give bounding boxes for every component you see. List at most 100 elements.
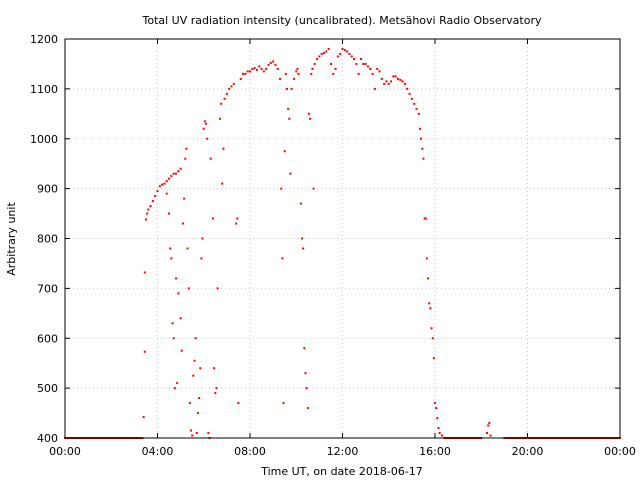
data-point [203,120,206,123]
data-point [223,97,226,100]
data-point [228,87,231,90]
data-point [487,424,490,427]
data-point [142,416,145,419]
data-point [165,180,168,183]
data-point [401,80,404,83]
data-point [235,222,238,225]
data-point [179,317,182,320]
data-point [237,402,240,405]
data-point [232,82,235,85]
data-point [310,72,313,75]
data-point [220,102,223,105]
data-point [158,185,161,188]
x-tick-label: 00:00 [49,445,81,458]
data-point [149,205,152,208]
data-point [284,72,287,75]
data-point [187,287,190,290]
data-point [380,77,383,80]
data-point [383,82,386,85]
data-point [201,237,204,240]
data-point [440,434,443,437]
data-point [194,337,197,340]
data-point [179,167,182,170]
data-point [161,183,164,186]
data-point [171,322,174,325]
data-point [154,195,157,198]
data-point [422,157,425,160]
data-point [297,72,300,75]
data-point [301,237,304,240]
data-point [489,434,492,437]
data-point [434,402,436,405]
y-axis-label: Arbitrary unit [5,202,18,276]
data-point [311,67,314,70]
data-point [364,62,367,65]
data-point [334,67,337,70]
data-point [143,350,146,353]
data-point [262,70,265,73]
data-point [343,48,346,51]
data-point [355,62,358,65]
data-point [406,87,409,90]
data-point [353,57,356,60]
data-point [265,67,268,70]
data-point [172,337,175,340]
plot-frame [64,38,621,439]
data-point [144,218,147,221]
data-point [177,170,180,173]
data-point [438,432,441,435]
data-point [205,122,208,125]
data-point [168,177,171,180]
data-point [163,182,166,185]
data-point [143,271,146,274]
data-point [193,359,196,362]
grid-lines [65,39,620,438]
data-point [287,107,290,110]
data-point [350,55,353,58]
data-point [213,367,216,370]
data-point [192,374,195,377]
data-point [242,72,245,75]
data-point [184,157,187,160]
data-point [198,397,201,400]
y-tick-label: 1000 [30,133,58,146]
data-point [169,247,172,250]
data-point [170,257,173,260]
data-point [281,257,284,260]
data-point [432,357,435,360]
data-point [325,50,328,53]
y-tick-label: 600 [37,332,58,345]
data-point [246,70,249,73]
data-point [428,302,431,305]
data-point [307,112,310,115]
data-point [378,70,381,73]
data-point [183,197,186,200]
y-tick-label: 1100 [30,83,58,96]
x-tick-label: 16:00 [419,445,451,458]
data-point [267,63,270,66]
data-point [437,427,440,430]
data-point [427,277,430,280]
data-point [196,412,199,415]
x-tick-label: 00:00 [604,445,636,458]
data-point [191,434,194,437]
data-point [175,277,177,280]
data-point [258,65,261,68]
data-point [168,212,171,215]
data-point [423,217,426,220]
data-point [332,72,335,75]
data-point [348,52,351,55]
data-point [251,67,254,70]
data-point [186,247,189,250]
data-point [202,127,205,130]
data-point [304,372,307,375]
data-point [431,337,434,340]
data-point [269,61,272,64]
data-point [415,107,418,110]
data-point [436,417,439,420]
data-point [215,387,218,390]
data-point [209,157,212,160]
data-point [249,70,251,73]
data-point [146,212,149,215]
